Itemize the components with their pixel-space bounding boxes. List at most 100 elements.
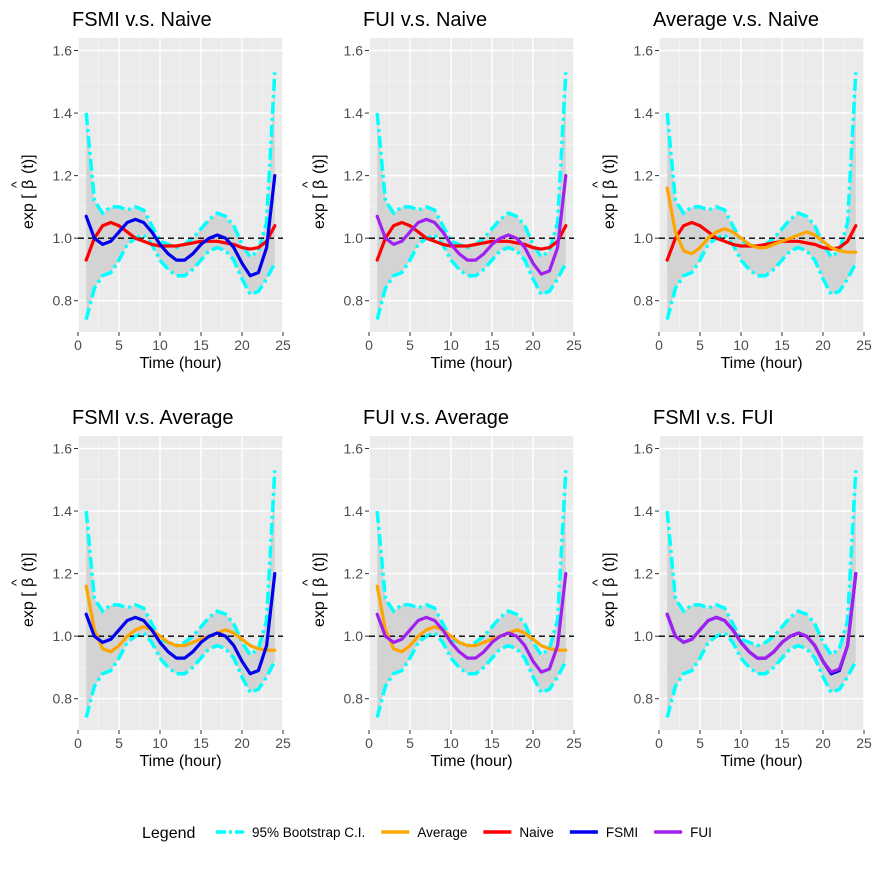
x-tick-label: 20	[234, 735, 250, 751]
y-label-prefix: exp [	[20, 592, 37, 627]
x-tick-label: 10	[733, 337, 749, 353]
x-tick-label: 0	[655, 735, 663, 751]
ci-lower-line	[665, 232, 858, 320]
ci-ribbon	[667, 470, 856, 718]
y-tick-label: 1.6	[634, 441, 654, 457]
panel-title: FSMI v.s. FUI	[653, 407, 774, 429]
y-label-prefix: exp [	[601, 194, 618, 229]
x-tick-label: 15	[193, 735, 209, 751]
series-line-naive	[84, 220, 277, 262]
panel-title: FUI v.s. Average	[363, 407, 509, 429]
series-line-average	[375, 584, 568, 654]
y-label-prefix: exp [	[311, 592, 328, 627]
y-tick-label: 1.0	[344, 230, 364, 246]
x-tick-label: 20	[525, 735, 541, 751]
y-tick-label: 1.0	[53, 628, 73, 644]
y-tick-label: 1.0	[634, 628, 654, 644]
y-label-suffix: (t)]	[311, 552, 328, 572]
ci-ribbon	[667, 72, 856, 320]
legend-label-fui: FUI	[690, 825, 712, 840]
y-label-hat: ^	[8, 181, 24, 188]
legend-title: Legend	[142, 825, 195, 842]
x-axis-label: Time (hour)	[720, 753, 802, 770]
x-tick-label: 5	[406, 337, 414, 353]
y-label-beta: β	[311, 578, 328, 587]
x-tick-label: 5	[696, 337, 704, 353]
legend: Legend 95% Bootstrap C.I. Average Naive FSMI…	[142, 825, 712, 842]
x-tick-label: 5	[696, 735, 704, 751]
series-line-fsmi	[84, 571, 277, 676]
y-label-hat: ^	[589, 181, 605, 188]
series-line-average	[84, 584, 277, 654]
x-tick-label: 5	[115, 735, 123, 751]
x-tick-label: 10	[733, 735, 749, 751]
y-tick-label: 0.8	[634, 691, 654, 707]
y-tick-label: 1.6	[53, 441, 73, 457]
x-tick-label: 20	[815, 337, 831, 353]
ci-upper-line	[84, 470, 277, 658]
y-tick-label: 1.0	[53, 230, 73, 246]
y-axis-label: exp [β^ (t)]	[589, 552, 618, 627]
series-line-fui	[375, 174, 568, 276]
y-tick-label: 0.8	[634, 293, 654, 309]
y-tick-label: 1.4	[634, 105, 654, 121]
y-label-prefix: exp [	[601, 592, 618, 627]
ci-ribbon	[86, 470, 275, 718]
ci-ribbon	[377, 72, 566, 320]
panel-3: Average v.s. Naive 0 5 10 15 20 25 0.8 1.0 1.2 1.4…	[589, 9, 872, 372]
y-label-prefix: exp [	[311, 194, 328, 229]
x-tick-label: 10	[443, 337, 459, 353]
y-tick-label: 1.6	[344, 43, 364, 59]
ci-lower-line	[375, 232, 568, 320]
series-line-naive	[375, 220, 568, 262]
y-tick-label: 1.4	[344, 503, 364, 519]
y-tick-label: 1.6	[53, 43, 73, 59]
x-tick-label: 10	[152, 735, 168, 751]
x-axis-label: Time (hour)	[430, 753, 512, 770]
x-axis-label: Time (hour)	[139, 355, 221, 372]
legend-label-average: Average	[417, 825, 467, 840]
x-tick-label: 15	[774, 735, 790, 751]
y-axis-label: exp [β^ (t)]	[8, 552, 37, 627]
y-tick-label: 0.8	[53, 691, 73, 707]
legend-label-ci: 95% Bootstrap C.I.	[252, 825, 365, 840]
panel-title: FSMI v.s. Average	[72, 407, 234, 429]
ci-lower-line	[84, 232, 277, 320]
y-tick-label: 1.0	[634, 230, 654, 246]
x-tick-label: 0	[74, 735, 82, 751]
panel-2: FUI v.s. Naive 0 5 10 15 20 25 0.8 1.0 1.2 1.4 1.6 T…	[299, 9, 582, 372]
ci-lower-line	[375, 630, 568, 718]
y-axis-label: exp [β^ (t)]	[299, 154, 328, 229]
legend-label-naive: Naive	[519, 825, 554, 840]
y-label-hat: ^	[299, 181, 315, 188]
y-label-suffix: (t)]	[311, 154, 328, 174]
x-tick-label: 0	[655, 337, 663, 353]
x-tick-label: 0	[365, 337, 373, 353]
panel-4: FSMI v.s. Average 0 5 10 15 20 25 0.8 1.0 1.2 1.4 1…	[8, 407, 291, 770]
series-line-fui	[375, 571, 568, 674]
y-tick-label: 1.2	[344, 168, 364, 184]
x-tick-label: 15	[193, 337, 209, 353]
y-tick-label: 1.4	[53, 105, 73, 121]
series-line-fui	[665, 571, 858, 674]
panel-5: FUI v.s. Average 0 5 10 15 20 25 0.8 1.0 1.2 1.4 1.…	[299, 407, 582, 770]
y-tick-label: 1.4	[344, 105, 364, 121]
x-tick-label: 25	[856, 735, 872, 751]
x-tick-label: 25	[566, 337, 582, 353]
x-tick-label: 20	[815, 735, 831, 751]
x-tick-label: 20	[525, 337, 541, 353]
y-label-suffix: (t)]	[20, 552, 37, 572]
x-axis-label: Time (hour)	[720, 355, 802, 372]
y-tick-label: 0.8	[344, 293, 364, 309]
y-label-hat: ^	[589, 579, 605, 586]
y-label-suffix: (t)]	[20, 154, 37, 174]
y-label-hat: ^	[8, 579, 24, 586]
y-label-hat: ^	[299, 579, 315, 586]
y-axis-label: exp [β^ (t)]	[589, 154, 618, 229]
y-axis-label: exp [β^ (t)]	[8, 154, 37, 229]
y-tick-label: 1.2	[53, 168, 73, 184]
y-label-beta: β	[601, 578, 618, 587]
y-tick-label: 0.8	[53, 293, 73, 309]
